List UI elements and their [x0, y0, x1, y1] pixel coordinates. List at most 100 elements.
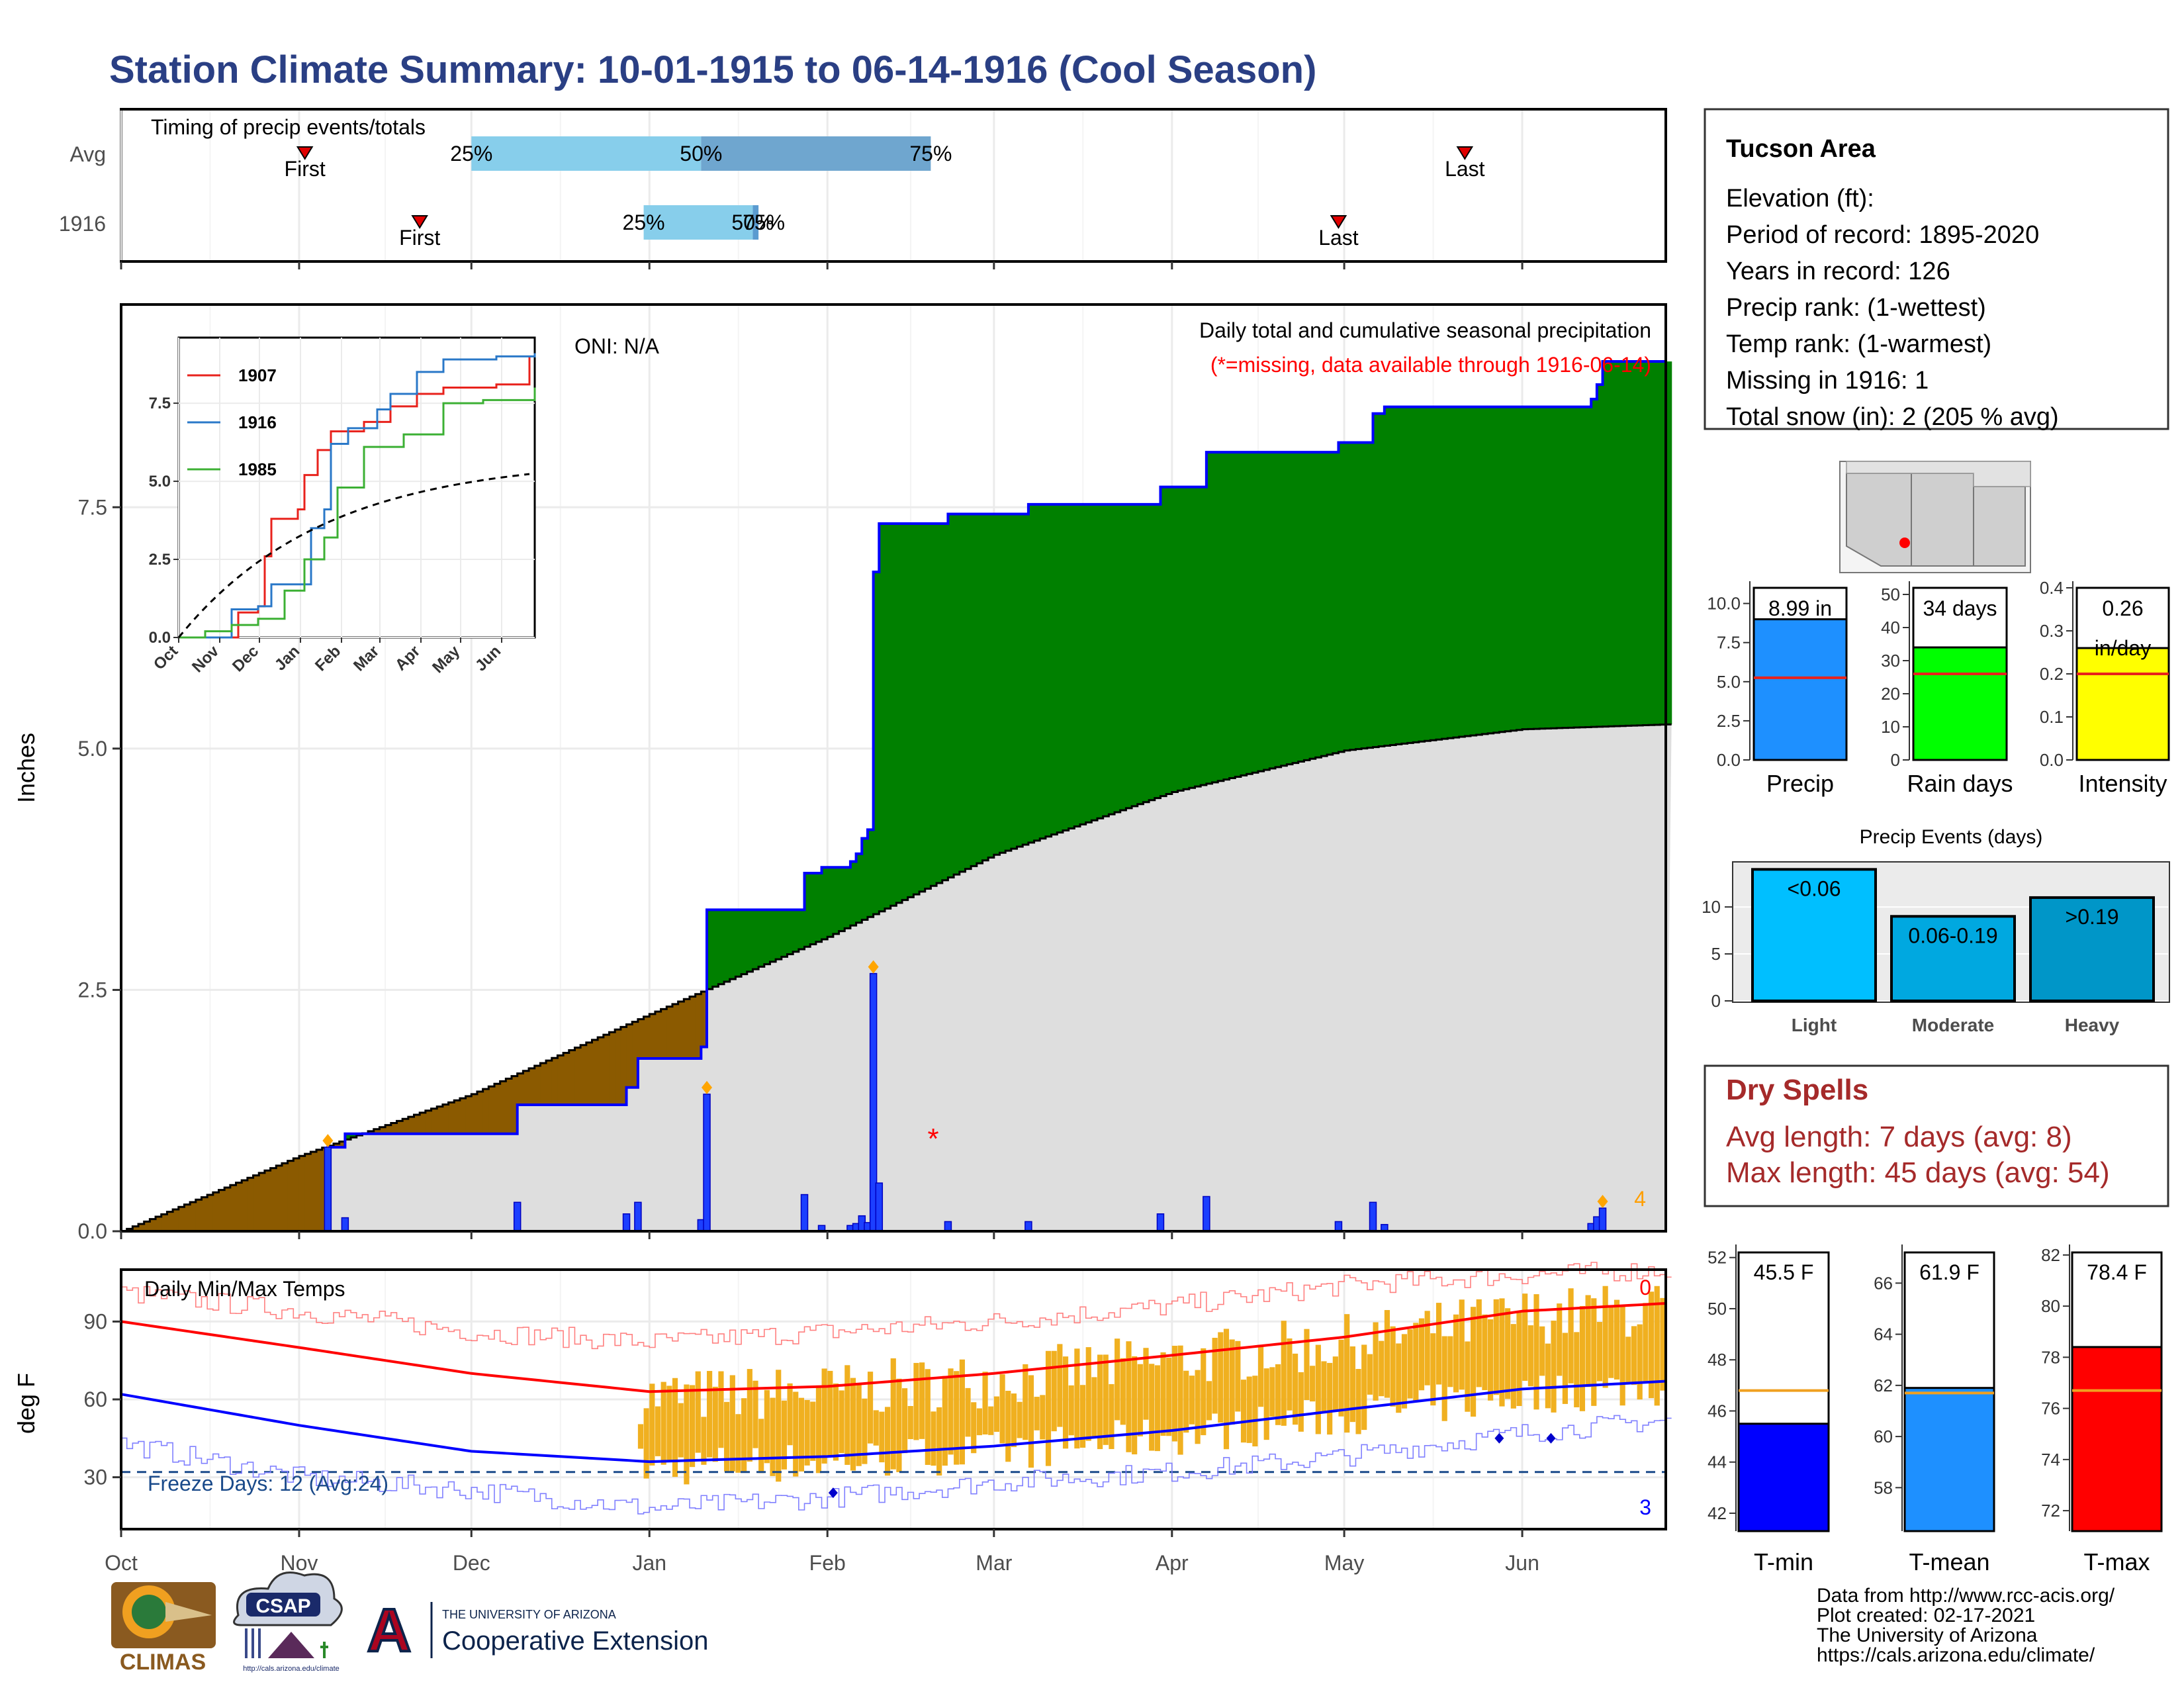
- below-normal-fill: [563, 1053, 570, 1105]
- record-low-marker: [1494, 1432, 1504, 1444]
- above-normal-fill: [862, 838, 868, 920]
- timing-first-label: First: [285, 157, 326, 181]
- above-normal-fill: [1091, 504, 1098, 821]
- daily-temp-bar: [1062, 1356, 1069, 1449]
- above-normal-fill: [1068, 504, 1075, 829]
- daily-temp-bar: [959, 1359, 965, 1465]
- above-normal-fill: [815, 872, 823, 942]
- daily-temp-bar: [999, 1374, 1005, 1444]
- daily-temp-bar: [1539, 1326, 1545, 1376]
- below-normal-fill: [390, 1123, 398, 1134]
- below-normal-fill: [385, 1125, 392, 1134]
- daily-temp-bar: [827, 1370, 833, 1456]
- daily-temp-bar: [678, 1403, 684, 1458]
- temp-bar-t-mean: [1903, 1387, 1995, 1532]
- daily-temp-bar: [1103, 1354, 1109, 1445]
- above-normal-fill: [1384, 406, 1391, 746]
- precip-y-tick-label: 0.0: [78, 1219, 107, 1243]
- daily-temp-bar: [1154, 1365, 1160, 1452]
- above-normal-fill: [1269, 452, 1276, 769]
- daily-temp-bar: [1011, 1393, 1017, 1448]
- above-normal-fill: [718, 910, 725, 984]
- below-normal-fill: [373, 1129, 381, 1134]
- daily-temp-bar: [839, 1390, 844, 1454]
- daily-temp-bar: [1201, 1348, 1206, 1436]
- freeze-days-label: Freeze Days: 12 (Avg:24): [148, 1472, 388, 1495]
- daily-temp-bar: [948, 1368, 954, 1455]
- above-normal-fill: [1137, 504, 1144, 804]
- daily-temp-bar: [982, 1372, 988, 1435]
- precip-panel: Inches 0.0 2.5 5.0 7.5 ONI: N/A Daily total…: [13, 303, 1672, 1243]
- temp-bar-tick-label: 46: [1707, 1401, 1727, 1421]
- below-normal-fill: [465, 1096, 472, 1134]
- above-normal-fill: [1235, 452, 1242, 777]
- above-normal-fill: [954, 514, 960, 875]
- daily-temp-bar: [1418, 1318, 1425, 1391]
- above-normal-fill: [1240, 452, 1248, 776]
- above-normal-fill: [1476, 406, 1482, 735]
- daily-temp-bar: [695, 1371, 701, 1453]
- below-normal-fill: [672, 1004, 679, 1058]
- above-normal-fill: [1051, 504, 1058, 835]
- daily-precip-bar: [875, 1182, 884, 1232]
- station-name: Tucson Area: [1726, 135, 1876, 163]
- below-normal-fill: [666, 1006, 673, 1058]
- ua-small-text: THE UNIVERSITY OF ARIZONA: [442, 1608, 616, 1621]
- daily-temp-bar: [718, 1371, 724, 1448]
- above-normal-fill: [724, 910, 731, 982]
- above-normal-fill: [1023, 514, 1029, 845]
- below-normal-fill: [643, 1016, 650, 1058]
- above-normal-fill: [999, 514, 1006, 853]
- above-normal-fill: [827, 867, 834, 937]
- below-normal-fill: [580, 1045, 587, 1105]
- temp-count-top: 0: [1639, 1276, 1651, 1299]
- daily-temp-bar: [919, 1362, 925, 1439]
- temp-bar-value-label: 78.4 F: [2087, 1260, 2147, 1284]
- below-normal-fill: [437, 1106, 443, 1134]
- below-normal-fill: [207, 1194, 214, 1231]
- above-normal-fill: [1321, 452, 1328, 757]
- events-bar-moderate: [1890, 915, 2016, 1002]
- timing-box-25-50: [643, 205, 753, 240]
- daily-temp-bar: [1223, 1329, 1230, 1450]
- above-normal-fill: [1223, 452, 1230, 780]
- below-normal-fill: [190, 1201, 197, 1231]
- above-normal-fill: [758, 910, 765, 967]
- temp-bar-tick-label: 60: [1874, 1427, 1893, 1446]
- daily-temp-bar: [873, 1410, 879, 1446]
- below-normal-fill: [546, 1060, 553, 1105]
- daily-temp-bar: [1126, 1341, 1132, 1452]
- daily-temp-bar: [1183, 1370, 1189, 1433]
- inset-y-tick-label: 0.0: [149, 629, 171, 647]
- daily-temp-bar: [1625, 1336, 1631, 1384]
- daily-temp-bar: [747, 1369, 752, 1462]
- below-normal-fill: [454, 1100, 461, 1134]
- inset-average-line: [177, 473, 530, 638]
- above-normal-fill: [1229, 452, 1236, 778]
- above-normal-fill: [770, 910, 776, 962]
- timing-row-1916-label: 1916: [59, 212, 106, 236]
- csap-logo: CSAP http://cals.arizona.edu/climate: [233, 1571, 343, 1673]
- above-normal-fill: [965, 514, 972, 869]
- daily-temp-bar: [1235, 1340, 1241, 1412]
- daily-temp-bar: [1643, 1303, 1649, 1383]
- above-normal-fill: [1195, 487, 1201, 787]
- below-normal-fill: [178, 1207, 185, 1231]
- temp-bar-value-label: 45.5 F: [1754, 1260, 1814, 1284]
- daily-temp-bar: [1430, 1333, 1436, 1406]
- month-label-dec: Dec: [453, 1551, 490, 1575]
- precip-missing-note: (*=missing, data available through 1916-…: [1210, 353, 1651, 377]
- below-normal-fill: [678, 1002, 684, 1058]
- timing-last-marker: [1330, 215, 1347, 229]
- above-normal-fill: [1355, 442, 1362, 749]
- below-normal-fill: [534, 1065, 541, 1105]
- daily-temp-bar: [844, 1365, 850, 1465]
- daily-temp-bar: [890, 1358, 896, 1470]
- timing-box-50-75: [752, 205, 759, 240]
- below-normal-fill: [167, 1211, 173, 1231]
- above-normal-fill: [1373, 413, 1379, 747]
- above-normal-fill: [833, 867, 840, 934]
- below-normal-fill: [431, 1108, 437, 1134]
- above-normal-fill: [1045, 504, 1052, 837]
- daily-temp-bar: [1373, 1322, 1379, 1401]
